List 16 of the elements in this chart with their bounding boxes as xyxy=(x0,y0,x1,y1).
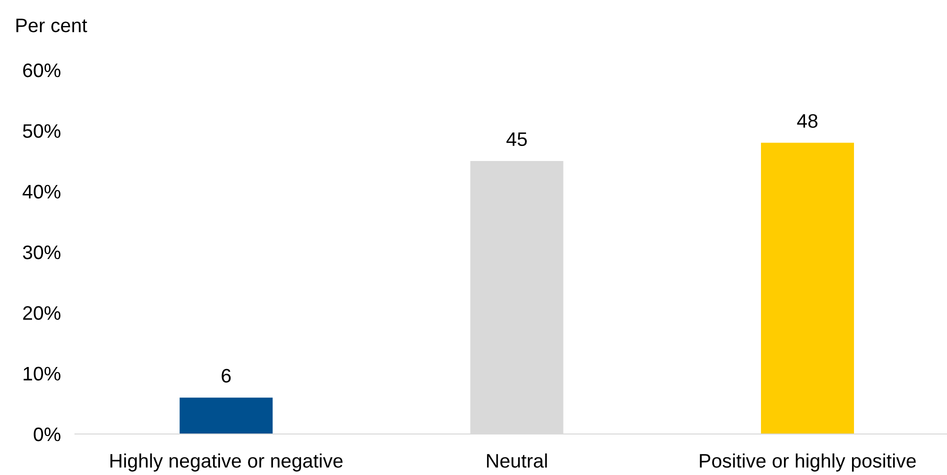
y-tick-label: 30% xyxy=(22,245,60,260)
y-axis-title: Per cent xyxy=(16,18,88,32)
x-tick-label: Highly negative or negative xyxy=(110,453,343,472)
bar xyxy=(760,142,854,434)
y-tick-label: 0% xyxy=(34,427,60,442)
y-tick-label: 40% xyxy=(22,184,60,199)
data-label: 6 xyxy=(222,368,231,383)
bar xyxy=(180,398,273,434)
y-tick-label: 10% xyxy=(24,366,60,381)
data-label: 45 xyxy=(506,132,527,146)
y-tick-label: 20% xyxy=(23,306,60,320)
x-tick-label: Positive or highly positive xyxy=(700,453,916,472)
x-tick-label: Neutral xyxy=(487,453,547,468)
y-tick-label: 50% xyxy=(22,124,60,138)
y-tick-label: 60% xyxy=(23,63,60,78)
data-label: 48 xyxy=(797,114,818,128)
